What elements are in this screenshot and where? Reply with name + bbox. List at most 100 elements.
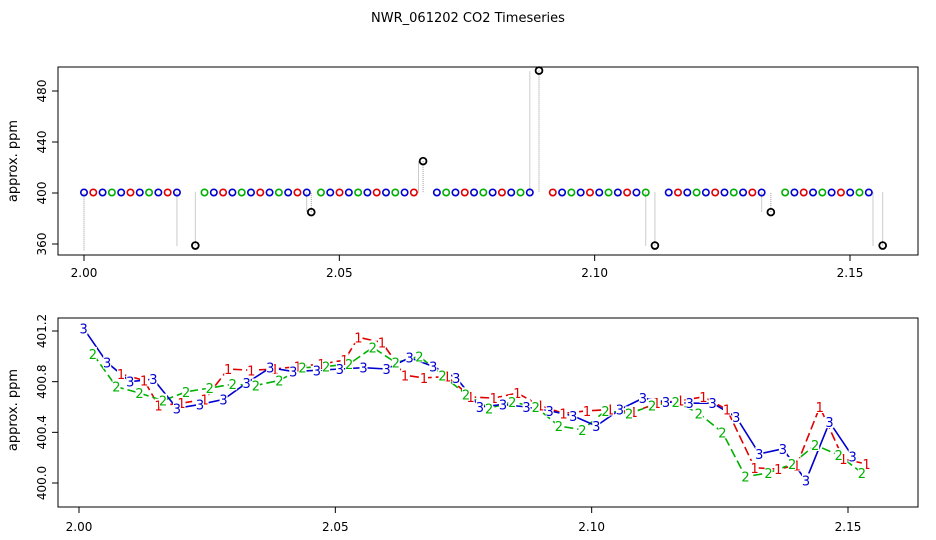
data-point [683, 188, 692, 197]
point-label: 3 [499, 398, 507, 413]
point-label: 2 [392, 357, 400, 372]
x-tick-label: 2.10 [581, 266, 608, 280]
point-label-bg [723, 402, 732, 416]
point-label: 1 [467, 391, 475, 406]
figure-title: NWR_061202 CO2 Timeseries [371, 11, 565, 26]
point-label: 2 [764, 467, 772, 482]
point-label-bg [159, 393, 168, 407]
data-point [107, 188, 116, 197]
point-label: 3 [685, 397, 693, 412]
data-point [89, 188, 98, 197]
point-label: 1 [340, 354, 348, 369]
point-label-bg [750, 460, 759, 474]
data-point [757, 188, 766, 197]
point-label: 1 [490, 392, 498, 407]
data-point [382, 188, 391, 197]
point-label-bg [662, 394, 671, 408]
series-line-1 [120, 336, 867, 470]
point-label-bg [242, 375, 251, 389]
point-label: 2 [858, 467, 866, 482]
data-point [479, 188, 488, 197]
data-point [623, 188, 632, 197]
point-label: 1 [140, 374, 148, 389]
point-label: 1 [862, 458, 870, 473]
point-label-bg [694, 406, 703, 420]
highlight-point [418, 156, 428, 166]
data-point [836, 188, 845, 197]
bottom-panel: 1 11 1 11 1 1 1 1 11 11 1 11 1 111 1 1 11 1 111 1 111 122 222 2… [6, 314, 919, 534]
point-label-bg [788, 457, 797, 470]
data-point [664, 188, 673, 197]
data-point [237, 188, 246, 197]
point-label-bg [513, 386, 522, 400]
bottom-labels: 1 11 1 11 1 1 1 1 11 11 1 11 1 111 1 1 11 1 111 1 111 122 222 2… [79, 321, 871, 489]
data-point [604, 188, 613, 197]
y-tick-label: 360 [35, 233, 49, 256]
point-label-bg [774, 462, 783, 476]
point-label: 3 [639, 392, 647, 407]
data-point [567, 188, 576, 197]
point-label: 2 [578, 424, 586, 439]
point-label: 1 [536, 400, 544, 415]
top-drop-lines [83, 70, 884, 251]
data-point [316, 188, 325, 197]
highlight-point [191, 241, 200, 250]
point-label: 2 [648, 400, 656, 415]
point-label-bg [485, 401, 494, 415]
data-point [846, 188, 855, 197]
data-point [354, 188, 363, 197]
point-label: 3 [848, 450, 856, 465]
data-point [470, 188, 479, 197]
point-label-bg [801, 473, 810, 487]
point-label: 3 [802, 474, 810, 489]
point-label-bg [848, 449, 857, 463]
x-tick-label: 2.15 [835, 520, 862, 534]
point-label: 3 [429, 360, 437, 375]
point-label: 2 [322, 360, 330, 375]
data-point [595, 188, 604, 197]
point-label-bg [420, 370, 429, 384]
point-label: 2 [182, 386, 190, 401]
data-point [326, 188, 335, 197]
highlight-point [306, 207, 316, 217]
point-label: 3 [569, 410, 577, 425]
top-x-axis: 2.00 2.05 2.10 2.15 [71, 254, 863, 280]
y-tick-label: 400.4 [35, 415, 49, 449]
data-point [209, 188, 218, 197]
point-label-bg [298, 360, 307, 374]
x-tick-label: 2.00 [71, 266, 98, 280]
point-label-bg [266, 360, 275, 374]
point-label-bg [629, 405, 638, 419]
point-label: 2 [601, 405, 609, 420]
point-label: 3 [149, 373, 157, 388]
x-tick-label: 2.05 [322, 520, 349, 534]
point-label-bg [452, 370, 461, 384]
y-tick-label: 400.0 [35, 466, 49, 500]
point-label-bg [247, 363, 256, 377]
data-point [163, 188, 172, 197]
data-point [344, 188, 353, 197]
point-label: 2 [438, 369, 446, 384]
point-label-bg [764, 465, 773, 479]
point-label: 2 [555, 420, 563, 435]
point-label-bg [811, 438, 820, 451]
point-label: 1 [839, 453, 847, 468]
data-point [799, 188, 808, 197]
data-point [576, 188, 585, 197]
point-label-bg [126, 374, 135, 388]
point-label: 2 [741, 471, 749, 486]
data-point [720, 188, 729, 197]
point-label: 2 [625, 407, 633, 422]
point-label-bg [755, 446, 764, 460]
point-label: 2 [159, 395, 167, 410]
point-label-bg [825, 415, 834, 429]
point-label-bg [88, 346, 97, 360]
point-label-bg [834, 448, 843, 462]
data-point [729, 188, 738, 197]
point-label: 3 [779, 443, 787, 458]
point-label: 1 [653, 397, 661, 412]
data-point [739, 188, 748, 197]
point-label: 1 [247, 364, 255, 379]
data-point [246, 188, 255, 197]
point-label-bg [741, 469, 750, 483]
